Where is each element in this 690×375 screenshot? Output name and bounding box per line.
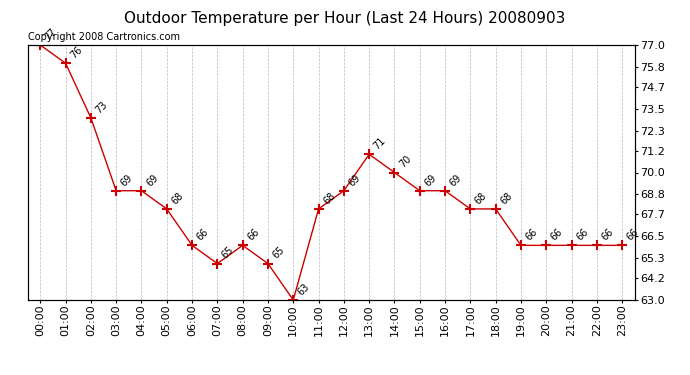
Text: 68: 68 [498,190,514,206]
Text: 68: 68 [322,190,337,206]
Text: 77: 77 [43,26,59,42]
Text: 66: 66 [549,227,564,243]
Text: 69: 69 [422,172,438,188]
Text: Outdoor Temperature per Hour (Last 24 Hours) 20080903: Outdoor Temperature per Hour (Last 24 Ho… [124,11,566,26]
Text: 66: 66 [574,227,590,243]
Text: 69: 69 [144,172,160,188]
Text: 66: 66 [600,227,615,243]
Text: 69: 69 [448,172,464,188]
Text: 65: 65 [220,245,236,261]
Text: 76: 76 [68,45,84,60]
Text: 73: 73 [94,99,110,115]
Text: 66: 66 [625,227,640,243]
Text: 66: 66 [195,227,210,243]
Text: 69: 69 [119,172,135,188]
Text: 70: 70 [397,154,413,170]
Text: Copyright 2008 Cartronics.com: Copyright 2008 Cartronics.com [28,33,179,42]
Text: 65: 65 [270,245,286,261]
Text: 71: 71 [372,136,388,152]
Text: 69: 69 [346,172,362,188]
Text: 68: 68 [473,190,489,206]
Text: 66: 66 [524,227,540,243]
Text: 63: 63 [296,282,312,297]
Text: 66: 66 [246,227,261,243]
Text: 68: 68 [170,190,185,206]
